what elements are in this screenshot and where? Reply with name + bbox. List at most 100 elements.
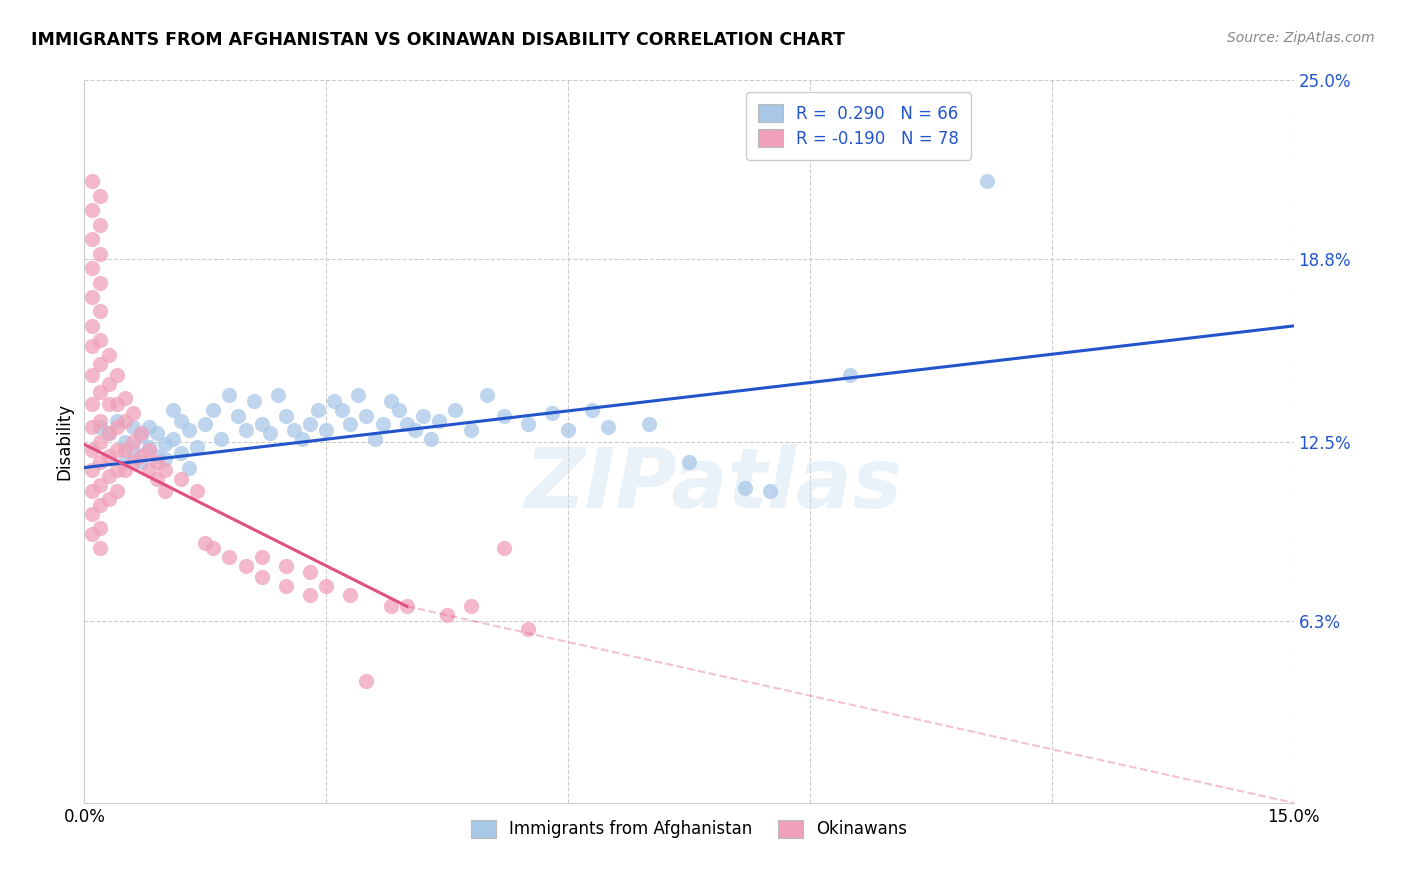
Point [436, 607, 458, 622]
Point [444, 402, 467, 417]
Point [97, 492, 120, 507]
Point [307, 402, 329, 417]
Point [82, 174, 104, 188]
Point [274, 558, 297, 573]
Point [380, 394, 402, 409]
Point [315, 579, 337, 593]
Point [274, 409, 297, 423]
Point [82, 527, 104, 541]
Point [97, 449, 120, 463]
Point [598, 420, 620, 434]
Point [121, 420, 143, 434]
Point [105, 420, 128, 434]
Point [315, 423, 337, 437]
Point [114, 455, 136, 469]
Point [82, 463, 104, 477]
Point [138, 420, 160, 434]
Point [347, 388, 370, 402]
Point [250, 417, 273, 432]
Point [170, 472, 193, 486]
Point [105, 483, 128, 498]
Point [153, 437, 176, 451]
Point [105, 414, 128, 428]
Point [420, 432, 443, 446]
Point [89, 276, 111, 290]
Point [82, 483, 104, 498]
Point [541, 406, 564, 420]
Point [82, 232, 104, 246]
Point [89, 304, 111, 318]
Point [114, 434, 136, 449]
Point [82, 339, 104, 353]
Point [89, 189, 111, 203]
Point [89, 414, 111, 428]
Point [89, 541, 111, 556]
Point [146, 449, 169, 463]
Point [105, 397, 128, 411]
Point [153, 483, 176, 498]
Point [235, 423, 257, 437]
Point [250, 570, 273, 584]
Point [186, 483, 208, 498]
Point [516, 623, 538, 637]
Point [492, 409, 515, 423]
Point [89, 478, 111, 492]
Point [209, 432, 232, 446]
Point [339, 417, 361, 432]
Point [89, 218, 111, 232]
Point [105, 443, 128, 458]
Point [179, 460, 201, 475]
Point [477, 388, 499, 402]
Point [82, 368, 104, 382]
Point [299, 588, 322, 602]
Point [976, 174, 998, 188]
Point [356, 409, 378, 423]
Point [186, 440, 208, 454]
Point [153, 463, 176, 477]
Point [557, 423, 579, 437]
Point [121, 455, 143, 469]
Point [97, 348, 120, 362]
Point [516, 417, 538, 432]
Point [89, 246, 111, 260]
Point [395, 599, 418, 614]
Point [105, 368, 128, 382]
Point [259, 425, 281, 440]
Point [734, 481, 756, 495]
Point [202, 402, 225, 417]
Point [395, 417, 418, 432]
Point [129, 425, 152, 440]
Point [283, 423, 305, 437]
Point [146, 425, 169, 440]
Point [412, 409, 434, 423]
Point [388, 402, 411, 417]
Point [89, 455, 111, 469]
Point [121, 434, 143, 449]
Point [114, 443, 136, 458]
Point [267, 388, 290, 402]
Point [82, 443, 104, 458]
Point [330, 402, 353, 417]
Text: Source: ZipAtlas.com: Source: ZipAtlas.com [1227, 31, 1375, 45]
Point [153, 451, 176, 466]
Point [97, 425, 120, 440]
Point [323, 394, 346, 409]
Point [678, 455, 700, 469]
Point [460, 599, 482, 614]
Point [170, 446, 193, 460]
Point [218, 550, 240, 565]
Point [242, 394, 264, 409]
Point [129, 449, 152, 463]
Point [170, 414, 193, 428]
Point [129, 429, 152, 443]
Point [89, 434, 111, 449]
Point [138, 443, 160, 458]
Y-axis label: Disability: Disability [55, 403, 73, 480]
Point [492, 541, 515, 556]
Point [82, 507, 104, 521]
Point [146, 472, 169, 486]
Point [89, 498, 111, 512]
Point [404, 423, 426, 437]
Point [97, 376, 120, 391]
Point [194, 535, 217, 549]
